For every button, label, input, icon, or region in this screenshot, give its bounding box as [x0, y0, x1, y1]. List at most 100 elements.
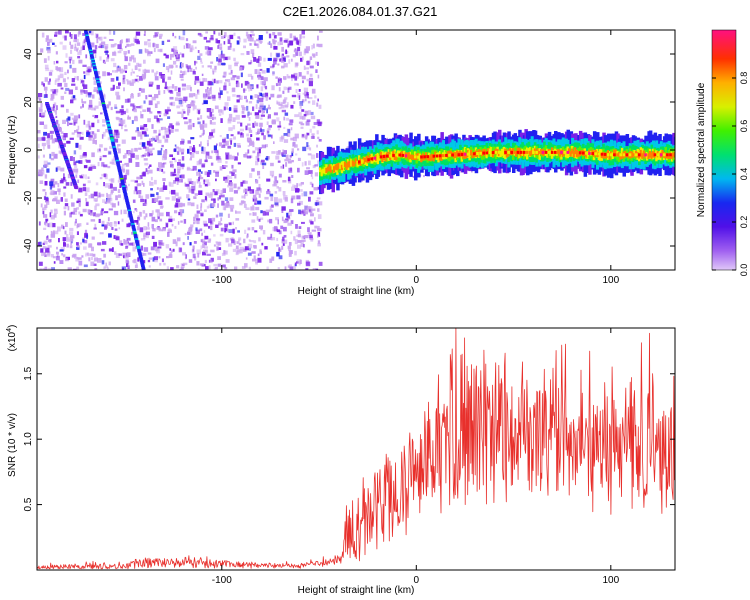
spectrogram-cell [159, 262, 162, 266]
spectrogram-cell [47, 251, 51, 255]
spectrogram-cell [186, 104, 191, 108]
spectrogram-cell [266, 266, 269, 270]
spectrogram-cell [277, 82, 280, 86]
spectrogram-cell [254, 121, 257, 126]
spectrogram-cell [194, 46, 197, 49]
spectrogram-peak-cell [438, 154, 442, 158]
spectrogram-cell [110, 78, 115, 82]
spectrogram-cell [208, 89, 212, 95]
spectrogram-cell [278, 247, 281, 252]
spectrogram-cell [238, 97, 242, 100]
spectrogram-cell [184, 100, 187, 103]
spectrogram-peak-cell [550, 150, 554, 154]
spectrogram-cell [190, 224, 194, 228]
spectrogram-cell [304, 98, 307, 102]
spectrogram-cell [38, 108, 43, 112]
spectrogram-cell [66, 234, 69, 239]
spectrogram-cell [160, 147, 163, 151]
spectrogram-peak-cell [432, 154, 436, 158]
spectrogram-cell [274, 191, 278, 194]
spectrogram-cell [83, 119, 86, 125]
spectrogram-cell [219, 212, 223, 217]
spectrogram-cell [295, 89, 298, 94]
spectrogram-streak-cell [132, 229, 137, 233]
spectrogram-cell [173, 50, 177, 55]
spectrogram-cell [125, 70, 127, 73]
spectrogram-cell [471, 170, 473, 173]
spectrogram-cell [247, 189, 252, 192]
spectrogram-peak-cell [466, 152, 470, 156]
spectrogram-cell [171, 125, 174, 130]
spectrogram-cell [227, 184, 229, 188]
spectrogram-cell [226, 202, 230, 207]
spectrogram-cell [286, 86, 289, 90]
snr-frame [36, 327, 676, 571]
spectrogram-cell [237, 121, 241, 124]
spectrogram-cell [291, 94, 297, 98]
spectrogram-cell [123, 69, 126, 73]
spectrogram-cell [138, 63, 142, 67]
spectrogram-cell [267, 189, 270, 192]
spectrogram-cell [139, 212, 142, 217]
spectrogram-signal-cell [379, 151, 382, 159]
spectrogram-cell [199, 181, 201, 186]
spectrogram-cell [147, 166, 150, 169]
spectrogram-cell [282, 149, 285, 154]
spectrogram-cell [236, 143, 241, 146]
spectrogram-cell [85, 174, 87, 180]
spectrogram-cell [147, 39, 151, 42]
spectrogram-cell [100, 43, 103, 48]
spectrogram-cell [146, 148, 150, 151]
spectrogram-cell [44, 64, 49, 69]
spectrogram-signal-cell [420, 155, 423, 163]
spectrogram-cell [217, 203, 219, 208]
spectrogram-cell [132, 199, 136, 203]
spectrogram-cell [87, 176, 90, 179]
spectrogram-cell [106, 192, 108, 198]
spectrogram-cell [128, 158, 133, 163]
spectrogram-cell [256, 84, 259, 87]
spectrogram-cell [116, 86, 121, 89]
spectrogram-cell [70, 236, 74, 242]
spectrogram-signal-cell [655, 151, 658, 158]
spectrogram-cell [161, 75, 166, 79]
y-tick-label: 1.0 [23, 432, 34, 446]
spectrogram-cell [82, 45, 85, 50]
spectrogram-cell [74, 130, 78, 133]
spectrogram-cell [76, 42, 81, 46]
spectrogram-cell [244, 194, 246, 199]
spectrogram-cell [83, 74, 86, 80]
spectrogram-cell [143, 132, 147, 137]
spectrogram-cell [105, 50, 108, 56]
spectrogram-cell [102, 199, 106, 203]
spectrogram-cell [106, 221, 110, 225]
spectrogram-cell [153, 241, 157, 247]
spectrogram-cell [76, 242, 79, 246]
spectrogram-cell [90, 42, 95, 48]
spectrogram-cell [87, 107, 92, 110]
spectrogram-cell [306, 145, 310, 150]
spectrogram-cell [53, 153, 58, 159]
spectrogram-cell [179, 52, 182, 55]
spectrogram-signal-cell [329, 166, 333, 173]
spectrogram-cell [246, 51, 250, 55]
spectrogram-cell [245, 125, 248, 131]
spectrogram-peak-cell [445, 153, 448, 157]
spectrogram-cell [299, 210, 304, 215]
spectrogram-cell [175, 57, 180, 62]
spectrogram-cell [187, 236, 189, 240]
spectrogram-cell [133, 190, 136, 195]
spectrogram-cell [200, 61, 203, 64]
spectrogram-cell [176, 105, 180, 109]
spectrogram-cell [154, 139, 157, 142]
spectrogram-cell [96, 129, 100, 132]
spectrogram-cell [118, 194, 121, 198]
spectrogram-cell [203, 97, 207, 100]
spectrogram-cell [107, 54, 110, 59]
spectrogram-cell [137, 131, 142, 137]
spectrogram-cell [125, 173, 130, 176]
spectrogram-cell [248, 266, 251, 270]
spectrogram-cell [88, 195, 91, 199]
spectrogram-cell [225, 259, 230, 263]
spectrogram-cell [119, 48, 123, 51]
